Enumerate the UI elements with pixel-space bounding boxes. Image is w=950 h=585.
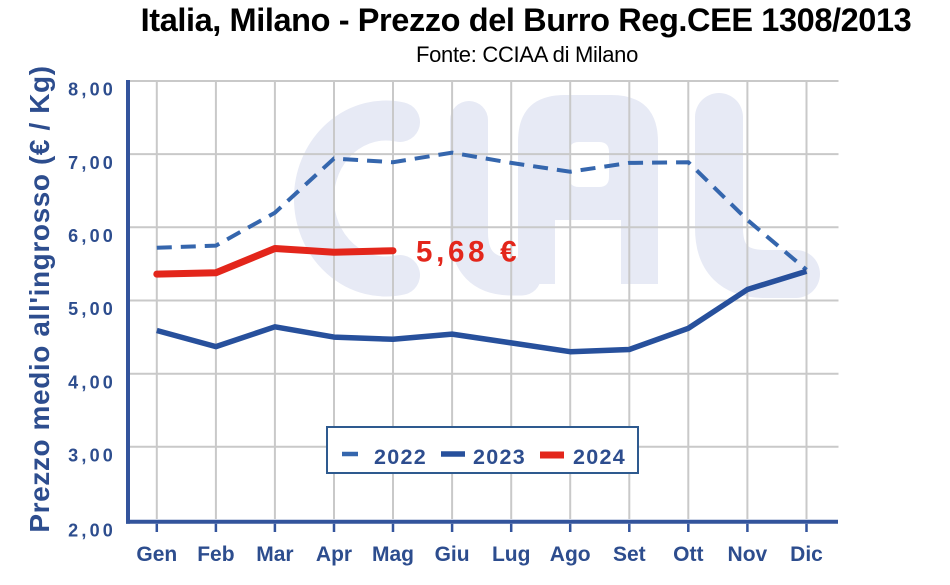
svg-text:4,00: 4,00	[68, 372, 116, 392]
svg-text:Giu: Giu	[435, 543, 470, 566]
svg-text:Mar: Mar	[256, 543, 293, 566]
svg-text:8,00: 8,00	[68, 80, 116, 100]
svg-text:Prezzo medio all'ingrosso (€ /: Prezzo medio all'ingrosso (€ / Kg)	[24, 65, 55, 532]
svg-text:Gen: Gen	[136, 543, 177, 566]
svg-text:Nov: Nov	[728, 543, 768, 566]
svg-text:2023: 2023	[473, 445, 526, 469]
svg-text:5,00: 5,00	[68, 299, 116, 319]
svg-text:Ott: Ott	[673, 543, 703, 566]
svg-text:Apr: Apr	[316, 543, 352, 566]
svg-text:2022: 2022	[374, 445, 427, 469]
svg-text:Italia, Milano - Prezzo del Bu: Italia, Milano - Prezzo del Burro Reg.CE…	[141, 2, 912, 38]
svg-text:5,68 €: 5,68 €	[416, 236, 520, 269]
svg-text:2024: 2024	[573, 445, 626, 469]
svg-text:Set: Set	[613, 543, 646, 566]
svg-text:Dic: Dic	[790, 543, 823, 566]
svg-text:6,00: 6,00	[68, 226, 116, 246]
svg-text:Lug: Lug	[492, 543, 530, 566]
svg-text:3,00: 3,00	[68, 446, 116, 466]
svg-text:Ago: Ago	[550, 543, 591, 566]
svg-text:2,00: 2,00	[68, 520, 116, 540]
svg-text:Fonte: CCIAA di Milano: Fonte: CCIAA di Milano	[416, 42, 638, 67]
svg-text:Feb: Feb	[197, 543, 234, 566]
svg-text:7,00: 7,00	[68, 153, 116, 173]
svg-text:Mag: Mag	[372, 543, 414, 566]
